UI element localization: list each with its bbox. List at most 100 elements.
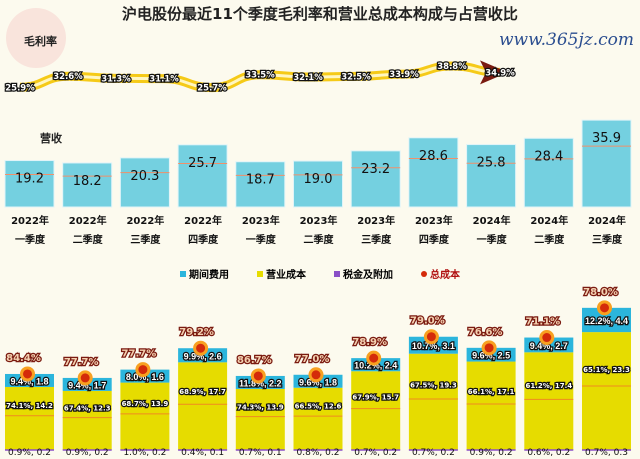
- x-tick-year: 2024年: [530, 216, 569, 227]
- legend-swatch-icon: [257, 270, 263, 277]
- legend-label: 总成本: [430, 270, 460, 281]
- revenue-value: 19.0: [304, 172, 333, 187]
- taxes-label: 0.6%, 0.2: [527, 448, 570, 458]
- operating-cost-label: 74.1%, 14.2: [6, 402, 53, 410]
- period-expense-label: 8.0%, 1.6: [126, 372, 164, 382]
- x-tick-quarter: 二季度: [534, 235, 565, 246]
- revenue-bar: [4, 160, 55, 208]
- x-tick-year: 2023年: [414, 216, 453, 227]
- x-tick-year: 2024年: [588, 216, 626, 227]
- operating-cost-label: 67.4%, 12.3: [64, 404, 111, 412]
- total-cost-label: 76.6%: [468, 327, 503, 338]
- period-expense-label: 12.2%, 4.4: [585, 316, 628, 326]
- legend-item[interactable]: 营业成本: [257, 266, 306, 281]
- operating-cost-segment: [582, 332, 631, 450]
- period-expense-label: 10.2%, 2.4: [354, 361, 397, 371]
- taxes-label: 0.7%, 0.2: [354, 448, 397, 458]
- revenue-value: 18.7: [246, 173, 275, 188]
- revenue-bar: [119, 157, 170, 208]
- x-tick-label: 2023年二季度: [290, 212, 348, 250]
- x-tick-label: 2023年 四季度: [405, 212, 463, 250]
- gross-margin-label: 34.9%: [485, 68, 515, 78]
- x-tick-year: 2022年: [126, 216, 165, 227]
- gross-margin-ribbon-core: [19, 64, 501, 90]
- operating-cost-segment: [524, 352, 574, 450]
- period-expense-label: 9.4%, 1.8: [10, 376, 48, 386]
- legend-item[interactable]: 期间费用: [180, 266, 229, 281]
- gross-margin-label: 38.8%: [437, 62, 467, 72]
- total-cost-label: 79.2%: [179, 327, 214, 338]
- operating-cost-label: 61.2%, 17.4: [525, 382, 572, 390]
- gross-margin-label: 32.1%: [293, 73, 323, 83]
- revenue-bar: [581, 119, 632, 208]
- total-cost-label: 78.9%: [352, 337, 387, 348]
- operating-cost-segment: [62, 390, 112, 450]
- revenue-value: 23.2: [361, 162, 390, 177]
- x-tick-year: 2023年: [357, 216, 396, 227]
- x-tick-quarter: 一季度: [15, 235, 45, 246]
- period-expense-label: 11.8%, 2.2: [239, 378, 282, 388]
- period-expense-label: 9.6%, 1.8: [299, 377, 337, 387]
- x-tick-year: 2022年: [184, 216, 223, 227]
- x-tick-year: 2023年: [241, 216, 280, 227]
- x-tick-year: 2022年: [68, 216, 107, 227]
- x-tick-label: 2022年 二季度: [59, 212, 117, 250]
- total-cost-label: 86.7%: [237, 355, 272, 366]
- x-tick-quarter: 二季度: [303, 235, 334, 246]
- operating-cost-label: 66.1%, 17.1: [468, 388, 515, 396]
- operating-cost-label: 67.9%, 15.7: [352, 393, 399, 401]
- legend-item[interactable]: 总成本: [421, 266, 460, 281]
- x-tick-year: 2023年: [299, 216, 338, 227]
- revenue-bar: [350, 150, 401, 208]
- total-cost-dot-icon: [77, 370, 93, 386]
- legend-swatch-icon: [334, 270, 340, 277]
- period-expense-label: 10.7%, 3.1: [412, 341, 455, 351]
- revenue-value: 20.3: [130, 169, 159, 184]
- legend-dot-icon: [421, 270, 427, 277]
- legend-label: 税金及附加: [343, 270, 393, 281]
- x-tick-label: 2023年一季度: [232, 212, 290, 250]
- x-tick-year: 2022年: [11, 216, 49, 227]
- operating-cost-label: 68.7%, 13.9: [122, 400, 169, 408]
- gross-margin-label: 33.5%: [245, 71, 275, 81]
- revenue-value: 25.8: [477, 156, 506, 171]
- x-tick-label: 2024年二季度: [520, 212, 578, 250]
- operating-cost-segment: [351, 371, 401, 450]
- revenue-bar: [466, 144, 517, 208]
- x-tick-label: 2022年三季度: [116, 212, 174, 250]
- total-cost-dot-icon: [539, 330, 555, 346]
- total-cost-label: 84.4%: [6, 353, 41, 364]
- taxes-label: 0.8%, 0.2: [297, 448, 340, 458]
- gross-margin-label: 31.1%: [149, 75, 179, 85]
- operating-cost-label: 67.5%, 19.3: [410, 382, 457, 390]
- operating-cost-segment: [5, 386, 54, 450]
- legend-label: 期间费用: [189, 270, 229, 281]
- x-tick-quarter: 一季度: [245, 235, 276, 246]
- taxes-label: 0.9%, 0.2: [8, 448, 51, 458]
- revenue-label: 营收: [40, 132, 62, 145]
- total-cost-label: 77.0%: [295, 354, 330, 365]
- watermark: www.365jz.com: [499, 30, 634, 50]
- gross-margin-label: 33.9%: [389, 70, 419, 80]
- revenue-bar: [62, 162, 113, 208]
- gross-margin-label: 32.6%: [53, 72, 83, 82]
- operating-cost-segment: [235, 388, 285, 450]
- taxes-label: 0.4%, 0.1: [181, 448, 224, 458]
- legend-item[interactable]: 税金及附加: [334, 266, 393, 281]
- legend: 期间费用 营业成本 税金及附加 总成本: [0, 266, 640, 281]
- revenue-bar: [293, 160, 343, 208]
- x-tick-quarter: 三季度: [130, 235, 161, 246]
- total-cost-dot-icon: [308, 367, 324, 383]
- taxes-label: 0.7%, 0.3: [585, 448, 628, 458]
- period-expense-segment: [524, 337, 574, 353]
- period-expense-segment: [408, 336, 458, 354]
- x-tick-quarter: 三季度: [592, 235, 622, 246]
- arrow-head-icon: [480, 60, 508, 85]
- total-cost-label: 77.7%: [64, 357, 99, 368]
- revenue-bar: [408, 137, 459, 208]
- x-tick-year: 2024年: [472, 216, 511, 227]
- gross-margin-label: 毛利率: [24, 35, 57, 48]
- revenue-value: 28.6: [419, 149, 448, 164]
